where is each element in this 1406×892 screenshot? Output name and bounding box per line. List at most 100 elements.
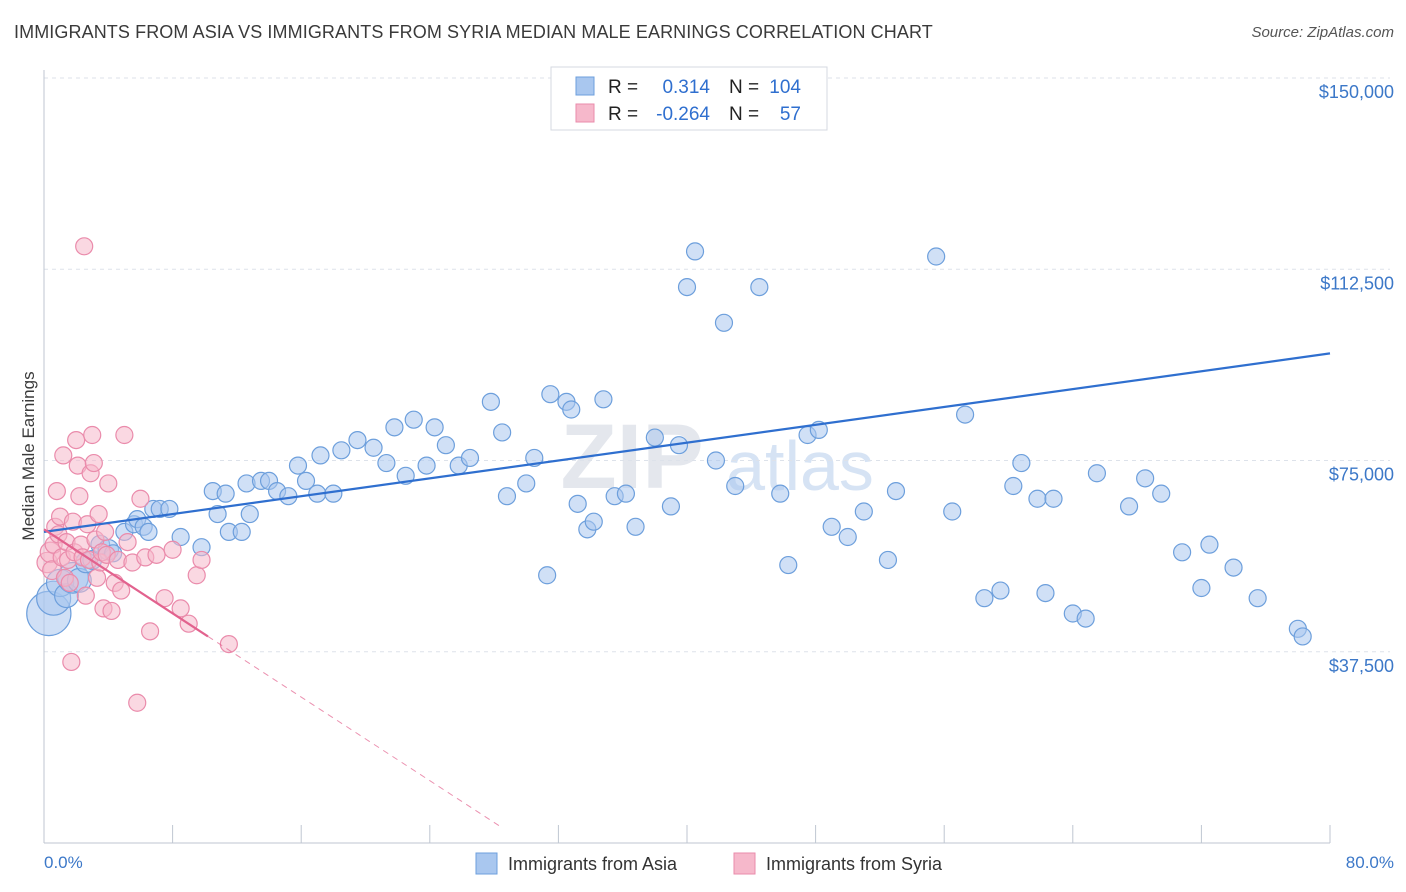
data-point-syria [95, 522, 115, 542]
chart-title: IMMIGRANTS FROM ASIA VS IMMIGRANTS FROM … [14, 22, 933, 42]
trend-lines [43, 352, 1331, 829]
data-point-asia [822, 517, 841, 536]
data-point-asia [750, 278, 769, 297]
data-point-asia [364, 438, 383, 457]
data-point-asia [232, 522, 251, 542]
y-tick-label: $37,500 [1329, 656, 1394, 676]
data-point-asia [240, 504, 259, 524]
data-point-asia [886, 482, 906, 501]
data-point-syria [187, 566, 206, 585]
data-point-asia [1293, 627, 1312, 646]
data-point-asia [216, 484, 235, 503]
trend-line-syria-extension [207, 636, 503, 829]
stats-syria-r-label: R = [608, 104, 638, 125]
stats-legend: R = 0.314 N = 104 R = -0.264 N = 57 [550, 66, 828, 131]
data-point-asia [497, 487, 517, 506]
data-point-syria [87, 568, 107, 587]
data-point-asia [493, 423, 512, 442]
data-point-asia [139, 522, 158, 542]
data-point-syria [131, 489, 150, 508]
data-point-asia [377, 453, 396, 473]
y-tick-label: $112,500 [1320, 273, 1394, 293]
data-point-asia [854, 502, 873, 521]
x-tick-label-max: 80.0% [1346, 853, 1394, 872]
data-point-asia [1004, 476, 1023, 496]
legend-swatch-syria [733, 852, 756, 875]
legend-label-syria: Immigrants from Syria [766, 854, 943, 874]
data-point-asia [1173, 543, 1192, 562]
data-point-asia [1087, 464, 1107, 483]
data-point-asia [991, 581, 1010, 600]
stats-syria-n-label: N = [729, 104, 759, 125]
data-point-asia [481, 392, 500, 411]
data-point-asia [943, 502, 962, 521]
data-point-syria [99, 474, 118, 493]
data-point-syria [89, 504, 108, 524]
x-ticks [172, 825, 1331, 843]
data-point-asia [1036, 583, 1055, 603]
data-point-syria [67, 431, 86, 450]
data-point-syria [76, 586, 95, 605]
series-syria-points [36, 237, 238, 712]
data-point-asia [1028, 489, 1047, 508]
gridlines [44, 77, 1390, 653]
stats-swatch-syria [575, 103, 595, 123]
data-point-asia [838, 527, 857, 547]
data-point-asia [1152, 484, 1171, 503]
data-point-asia [1200, 535, 1219, 554]
data-point-asia [538, 566, 557, 585]
bottom-legend: Immigrants from Asia Immigrants from Syr… [475, 852, 943, 875]
legend-label-asia: Immigrants from Asia [508, 854, 678, 874]
data-point-syria [102, 601, 121, 621]
data-point-syria [128, 693, 147, 712]
data-point-asia [417, 456, 436, 475]
data-point-asia [425, 418, 444, 437]
stats-syria-r-value: -0.264 [656, 104, 710, 125]
data-point-syria [83, 425, 102, 445]
data-point-asia [771, 484, 790, 503]
stats-asia-n-value: 104 [769, 77, 801, 98]
data-point-asia [460, 448, 480, 468]
data-point-asia [645, 428, 664, 447]
data-point-syria [47, 482, 66, 501]
data-point-asia [1224, 558, 1243, 577]
stats-asia-r-label: R = [608, 77, 638, 98]
data-point-asia [616, 484, 636, 503]
y-axis-label: Median Male Earnings [19, 371, 38, 540]
y-tick-labels: $37,500 $75,000 $112,500 $150,000 [1319, 82, 1394, 676]
y-tick-label: $75,000 [1329, 465, 1394, 485]
trend-line-asia [43, 352, 1331, 533]
stats-swatch-asia [575, 76, 595, 96]
data-point-asia [714, 313, 734, 332]
data-point-syria [192, 550, 211, 570]
data-point-syria [140, 622, 160, 641]
x-tick-label-min: 0.0% [44, 853, 83, 872]
legend-swatch-asia [475, 852, 498, 875]
data-point-syria [84, 453, 103, 473]
stats-syria-n-value: 57 [780, 104, 801, 125]
data-point-asia [208, 504, 227, 524]
stats-legend-box [550, 66, 828, 131]
stats-asia-n-label: N = [729, 77, 759, 98]
data-point-asia [385, 418, 404, 437]
data-point-asia [562, 400, 581, 419]
data-point-syria [171, 599, 190, 618]
stats-asia-r-value: 0.314 [662, 77, 710, 98]
data-point-asia [404, 410, 423, 429]
data-point-asia [1136, 469, 1155, 488]
data-point-asia [594, 390, 613, 409]
data-point-asia [927, 247, 946, 266]
data-point-asia [1248, 589, 1267, 608]
data-point-syria [70, 487, 89, 506]
y-tick-label: $150,000 [1319, 82, 1394, 102]
data-point-asia [878, 550, 898, 570]
data-point-asia [955, 405, 975, 424]
data-point-syria [75, 237, 94, 256]
data-point-asia [311, 446, 330, 465]
data-point-asia [685, 242, 705, 261]
data-point-asia [541, 385, 560, 404]
source-credit: Source: ZipAtlas.com [1251, 24, 1394, 41]
data-point-asia [975, 589, 994, 608]
data-point-asia [706, 451, 726, 470]
